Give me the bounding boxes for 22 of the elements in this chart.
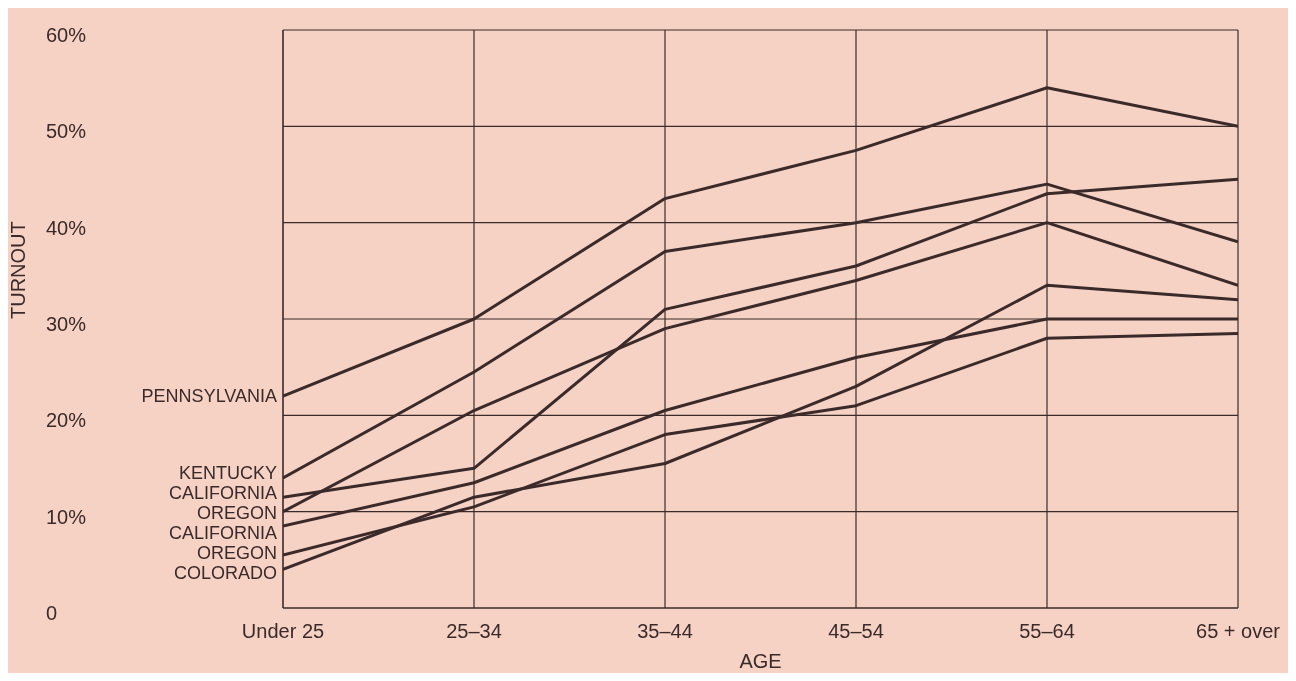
x-tick-label: 65 + over bbox=[1196, 620, 1281, 643]
series-label: CALIFORNIA bbox=[168, 522, 277, 543]
series-label: KENTUCKY bbox=[178, 462, 277, 483]
y-tick-label: 30% bbox=[46, 313, 87, 335]
y-tick-label: 60% bbox=[46, 24, 87, 46]
y-tick-label: 0 bbox=[46, 602, 58, 624]
x-axis-title: AGE bbox=[739, 650, 782, 672]
series-label: OREGON bbox=[196, 542, 277, 563]
x-tick-label: 35–44 bbox=[637, 620, 693, 643]
x-tick-label: 45–54 bbox=[828, 620, 884, 643]
series-label: PENNSYLVANIA bbox=[141, 386, 277, 407]
series-label: COLORADO bbox=[173, 562, 277, 583]
y-tick-label: 50% bbox=[46, 120, 87, 143]
x-tick-label: 55–64 bbox=[1019, 620, 1075, 643]
series-label: CALIFORNIA bbox=[168, 482, 277, 503]
y-tick-label: 10% bbox=[46, 505, 87, 528]
x-tick-label: 25–34 bbox=[446, 620, 502, 643]
y-axis-title: TURNOUT bbox=[7, 221, 30, 319]
x-tick-label: Under 25 bbox=[241, 620, 325, 643]
y-tick-label: 20% bbox=[46, 409, 87, 432]
series-label: OREGON bbox=[196, 502, 277, 523]
y-tick-label: 40% bbox=[46, 216, 87, 239]
